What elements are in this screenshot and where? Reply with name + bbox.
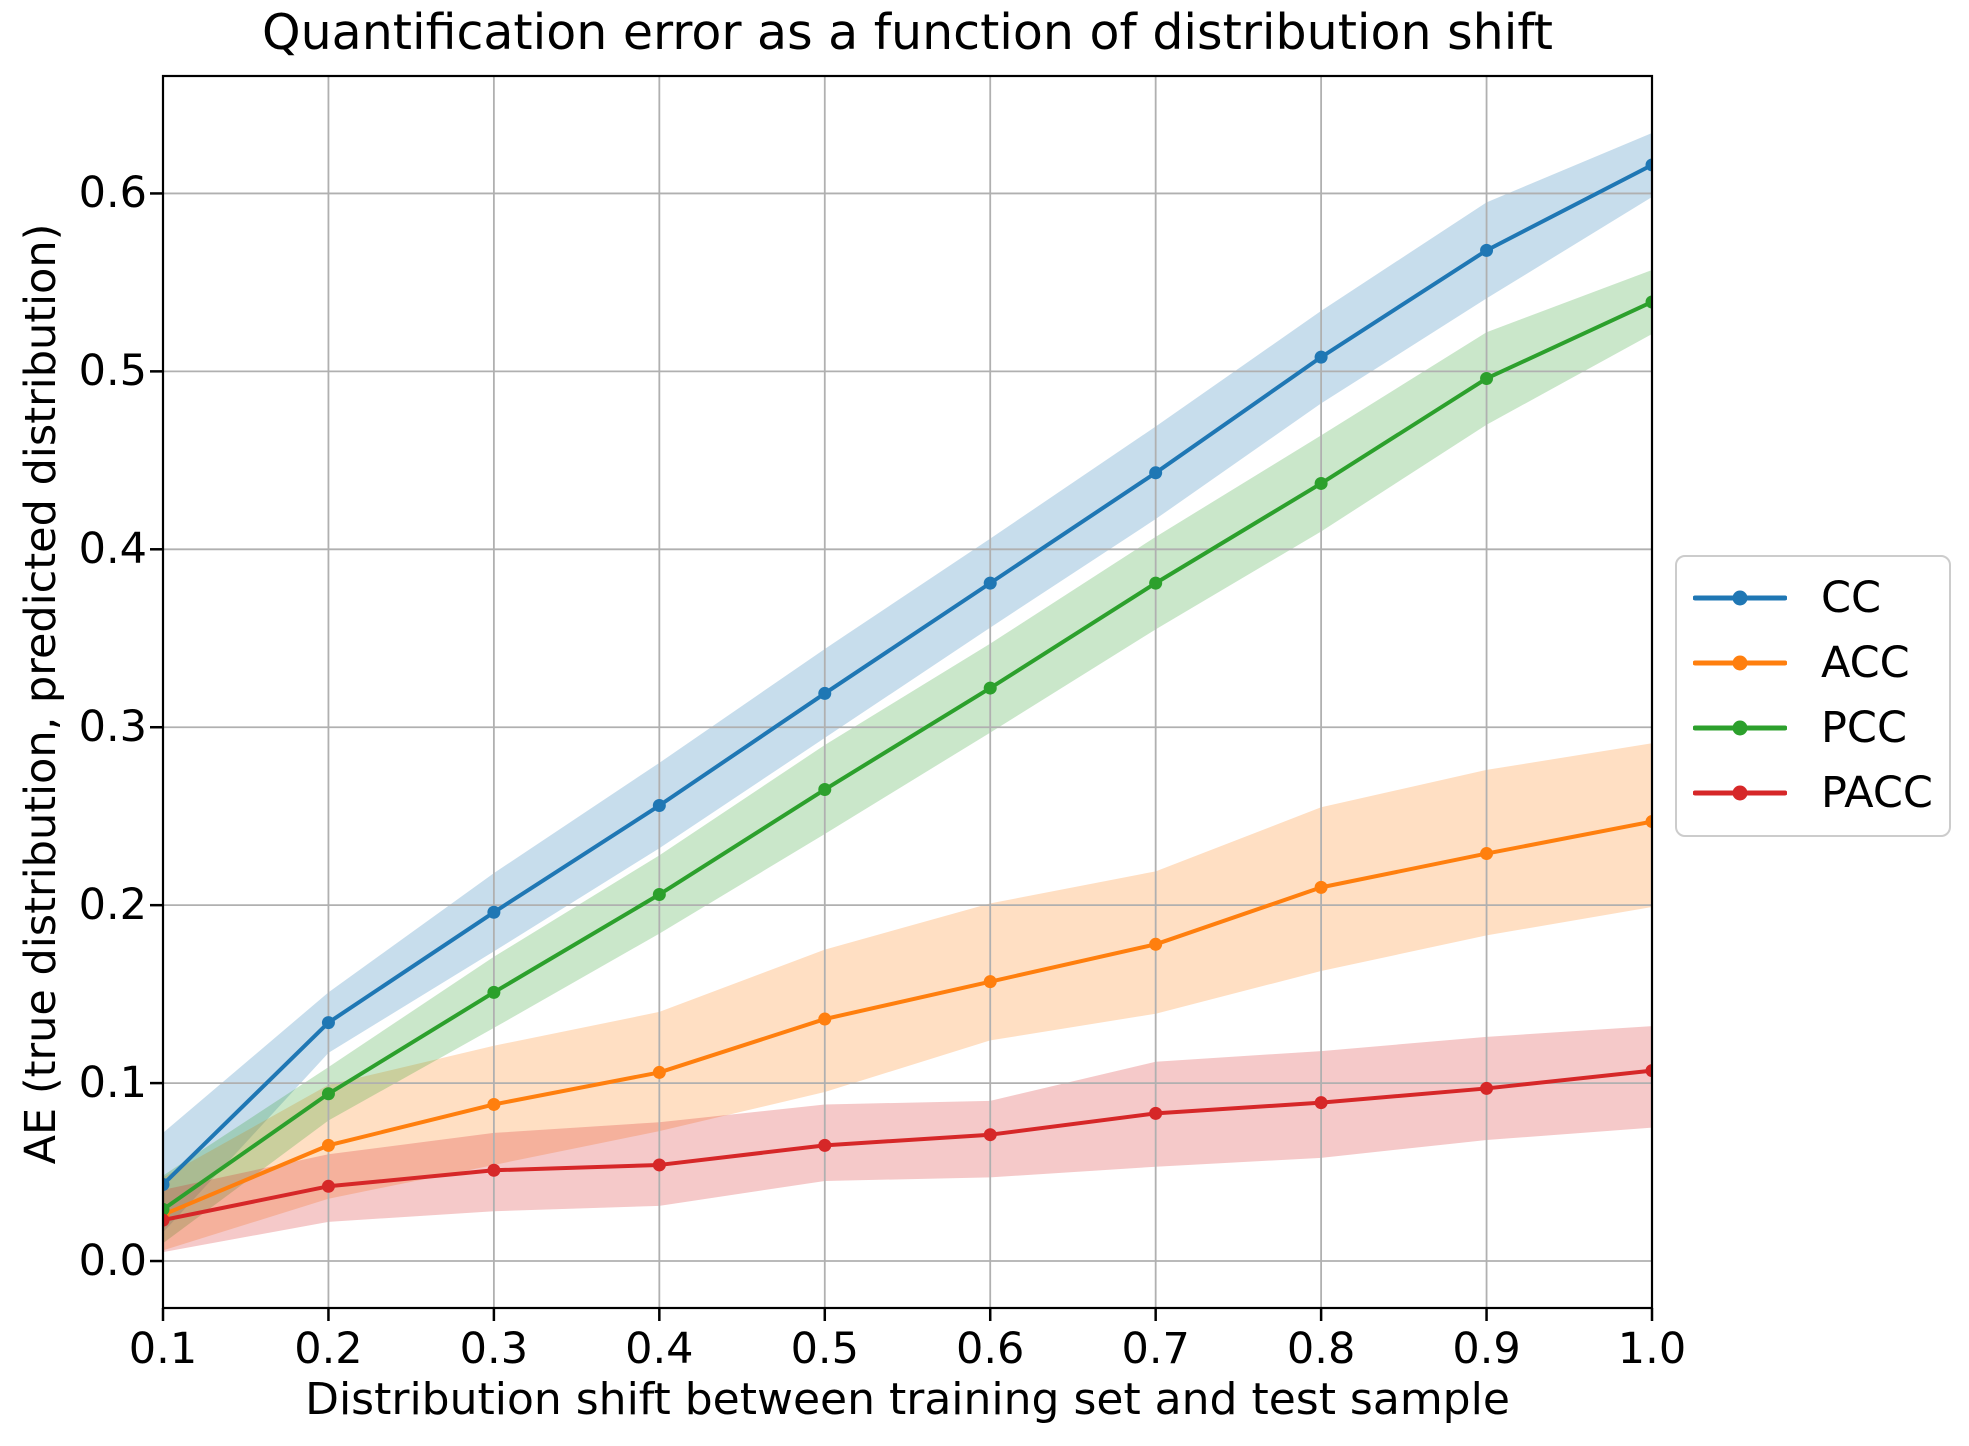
line-acc: [163, 819, 1652, 1217]
confidence-band-cc: [163, 132, 1652, 1233]
legend-label: PCC: [1821, 702, 1907, 753]
x-axis-label: Distribution shift between training set …: [305, 1374, 1510, 1425]
y-tick-label: 0.4: [78, 524, 147, 575]
y-axis-label: AE (true distribution, predicted distrib…: [16, 223, 66, 1165]
legend-item-pacc: PACC: [1693, 760, 1949, 825]
y-tick-label: 0.0: [78, 1236, 147, 1287]
legend-item-acc: ACC: [1693, 630, 1949, 695]
plot-border: [161, 74, 1654, 1310]
x-tick-label: 0.2: [294, 1324, 363, 1374]
y-tick-label: 0.5: [78, 346, 147, 397]
x-tick-label: 0.3: [459, 1324, 529, 1374]
chart-title: Quantification error as a function of di…: [262, 4, 1553, 61]
legend-label: ACC: [1821, 637, 1910, 688]
y-tick-label: 0.6: [78, 168, 147, 219]
legend-swatch-cc: [1693, 590, 1787, 605]
y-tick-label: 0.3: [78, 702, 147, 753]
x-tick-label: 0.6: [956, 1324, 1025, 1374]
y-tick-label: 0.1: [78, 1058, 147, 1109]
confidence-band-acc: [163, 743, 1652, 1251]
x-tick-label: 0.5: [790, 1324, 859, 1374]
confidence-band-pcc: [163, 269, 1652, 1244]
x-tick-label: 0.7: [1121, 1324, 1190, 1374]
legend-item-cc: CC: [1693, 565, 1949, 630]
line-cc: [163, 162, 1652, 1187]
tick-marks: [150, 192, 1654, 1321]
confidence-bands: [163, 132, 1652, 1253]
x-tick-label: 0.9: [1452, 1324, 1521, 1374]
legend: CC ACC PCC PACC: [1675, 555, 1951, 837]
markers-acc: [163, 815, 1652, 1222]
x-tick-label: 0.8: [1286, 1324, 1356, 1374]
legend-label: CC: [1821, 572, 1882, 623]
markers-cc: [163, 158, 1652, 1192]
markers-pcc: [163, 295, 1652, 1216]
line-pcc: [163, 299, 1652, 1212]
x-tick-label: 1.0: [1617, 1324, 1687, 1374]
y-tick-label: 0.2: [78, 880, 147, 931]
x-tick-label: 0.4: [625, 1324, 694, 1374]
legend-swatch-pcc: [1693, 720, 1787, 735]
series-lines: [163, 158, 1652, 1227]
legend-swatch-acc: [1693, 655, 1787, 670]
x-tick-label: 0.1: [128, 1324, 198, 1374]
markers-pacc: [163, 1064, 1652, 1227]
line-pacc: [163, 1068, 1652, 1223]
legend-item-pcc: PCC: [1693, 695, 1949, 760]
legend-label: PACC: [1821, 767, 1933, 818]
legend-swatch-pacc: [1693, 785, 1787, 800]
